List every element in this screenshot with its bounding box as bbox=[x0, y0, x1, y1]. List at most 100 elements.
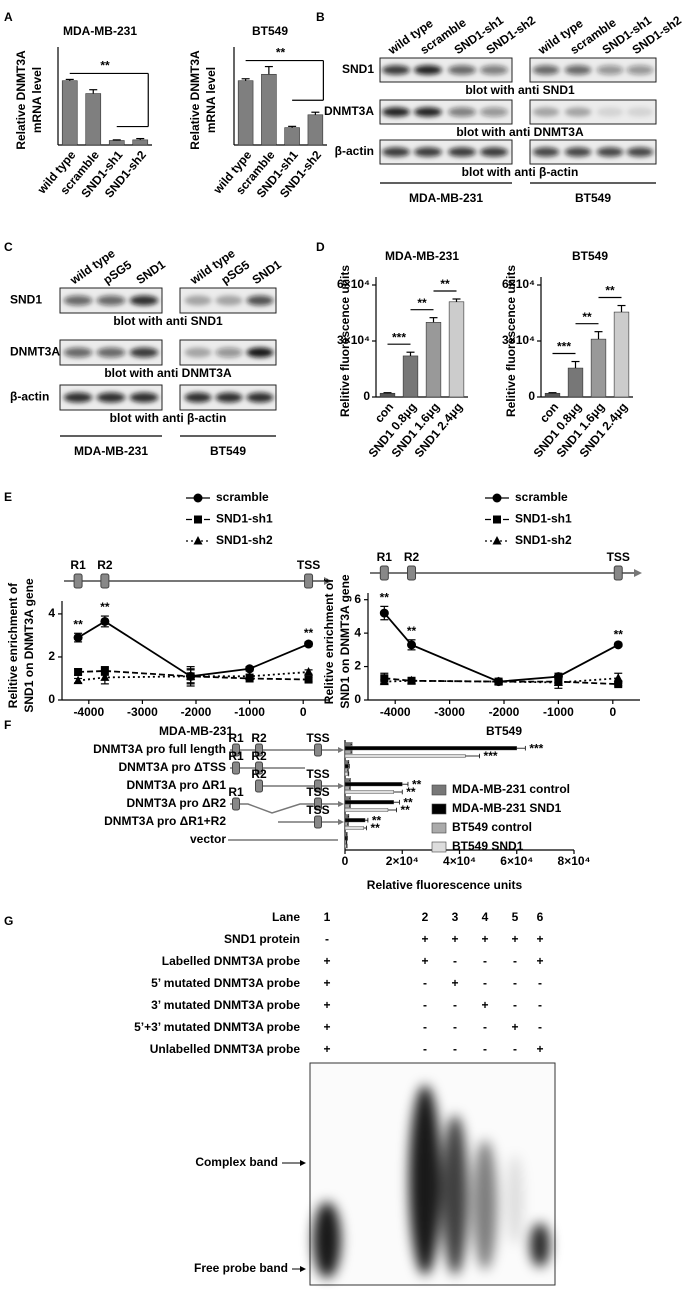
blot-bands bbox=[184, 295, 274, 306]
y-axis-label: Relitive enrichment of bbox=[322, 578, 336, 704]
blot-band bbox=[626, 107, 654, 117]
blot-band bbox=[626, 65, 654, 75]
y-tick-label: 3×10⁴ bbox=[337, 333, 370, 347]
blot-bands bbox=[532, 107, 654, 117]
blot-band bbox=[414, 65, 442, 75]
legend-swatch bbox=[431, 784, 447, 796]
blot-band bbox=[626, 147, 654, 157]
band-arrow-head bbox=[300, 1266, 306, 1272]
construct-label: TSS bbox=[306, 767, 329, 781]
blot-caption: blot with anti SND1 bbox=[113, 314, 223, 328]
lane-mark: - bbox=[423, 998, 427, 1012]
significance-label: ** bbox=[372, 813, 382, 827]
bar bbox=[590, 338, 607, 398]
promoter-element bbox=[613, 565, 623, 581]
y-tick-label: 2 bbox=[354, 659, 361, 673]
lane-mark: - bbox=[513, 998, 517, 1012]
blot-band bbox=[215, 347, 243, 358]
blot-band bbox=[129, 347, 159, 358]
blot-band bbox=[129, 392, 159, 403]
chart-title: BT549 bbox=[572, 249, 608, 263]
promoter-element bbox=[407, 565, 417, 581]
construct-arrow bbox=[338, 801, 344, 807]
lane-mark: - bbox=[513, 954, 517, 968]
row-label: SND1 bbox=[10, 293, 42, 307]
x-tick-label: -3000 bbox=[434, 705, 465, 719]
x-tick-label: -2000 bbox=[489, 705, 520, 719]
legend-label: SND1-sh2 bbox=[515, 533, 572, 547]
error-bar bbox=[112, 139, 121, 141]
y-tick-label: 6×10⁴ bbox=[337, 277, 370, 291]
promoter-arrow bbox=[634, 569, 642, 577]
y-tick-label: 6 bbox=[354, 592, 361, 606]
construct-label: R2 bbox=[251, 767, 267, 781]
marker bbox=[193, 536, 203, 545]
x-tick-label: 0 bbox=[609, 705, 616, 719]
lane-mark: - bbox=[453, 1020, 457, 1034]
x-tick-label: 0 bbox=[342, 854, 349, 868]
error-bar bbox=[241, 78, 250, 81]
y-axis-label: Relitive enrichment of bbox=[6, 582, 20, 708]
blot-caption: blot with anti SND1 bbox=[465, 83, 575, 97]
blot-bands bbox=[63, 392, 159, 403]
error-bar bbox=[136, 137, 145, 140]
x-tick-label: -4000 bbox=[380, 705, 411, 719]
significance-label: ** bbox=[73, 617, 83, 631]
gel-blob bbox=[473, 1140, 497, 1270]
error-bar bbox=[311, 111, 320, 115]
blot-band bbox=[215, 392, 243, 403]
blot-bands bbox=[63, 347, 159, 358]
marker bbox=[73, 633, 83, 643]
legend-label: SND1-sh1 bbox=[515, 512, 572, 526]
error-bar bbox=[89, 89, 98, 94]
error-bar bbox=[349, 803, 351, 809]
lane-mark: - bbox=[423, 1020, 427, 1034]
blot-band bbox=[596, 65, 624, 75]
blot-bands bbox=[184, 392, 274, 403]
legend-label: scramble bbox=[515, 490, 568, 504]
blot-caption: blot with anti β-actin bbox=[462, 165, 579, 179]
y-tick-label: 2 bbox=[48, 649, 55, 663]
gel bbox=[282, 1062, 556, 1286]
blot-band bbox=[96, 347, 126, 358]
construct-arrow bbox=[338, 747, 344, 753]
error-bar bbox=[516, 745, 526, 751]
bar bbox=[344, 844, 347, 849]
panel-label: E bbox=[4, 490, 12, 504]
blot-band bbox=[382, 65, 410, 75]
bar bbox=[307, 114, 324, 146]
construct-label: R2 bbox=[251, 731, 267, 745]
lane-number: 3 bbox=[452, 910, 459, 924]
bar bbox=[132, 139, 149, 146]
y-tick-label: 0 bbox=[48, 692, 55, 706]
error-bar bbox=[347, 771, 350, 777]
x-tick-label: 6×10⁴ bbox=[500, 854, 533, 868]
marker bbox=[245, 664, 255, 674]
x-axis-label: Relative fluorescence units bbox=[367, 878, 523, 892]
category-label: vector bbox=[190, 832, 226, 846]
lane-mark: - bbox=[325, 932, 329, 946]
bar bbox=[448, 301, 465, 398]
promoter-element bbox=[100, 573, 110, 589]
lane-mark: + bbox=[323, 998, 330, 1012]
bar bbox=[108, 140, 125, 146]
lane-mark: + bbox=[323, 1020, 330, 1034]
lane-number: 2 bbox=[422, 910, 429, 924]
blot-band bbox=[480, 107, 508, 117]
blot-band bbox=[532, 107, 560, 117]
marker bbox=[407, 675, 417, 685]
significance-label: ** bbox=[276, 46, 286, 60]
panel-label: C bbox=[4, 240, 13, 254]
promoter-label: TSS bbox=[607, 550, 630, 564]
error-bar bbox=[346, 843, 348, 849]
blot-band bbox=[63, 295, 93, 306]
x-tick-label: -1000 bbox=[543, 705, 574, 719]
group-label: BT549 bbox=[210, 444, 246, 458]
error-bar bbox=[406, 351, 415, 356]
construct-element bbox=[255, 743, 263, 757]
lane-mark: + bbox=[536, 1042, 543, 1056]
category-label: DNMT3A pro full length bbox=[93, 742, 226, 756]
blot-bands bbox=[532, 147, 654, 157]
marker bbox=[407, 640, 417, 650]
